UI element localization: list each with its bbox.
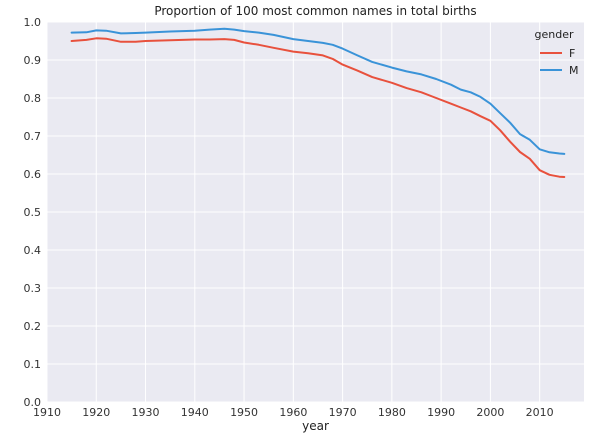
x-tick-label: 1990 (427, 406, 455, 419)
x-tick-label: 1950 (230, 406, 258, 419)
x-tick-label: 1930 (132, 406, 160, 419)
y-tick-label: 0.2 (24, 320, 42, 333)
y-tick-label: 0.4 (24, 244, 42, 257)
x-tick-labels: 1910 1920 1930 1940 1950 1960 1970 1980 1990 2000… (33, 406, 554, 419)
y-tick-label: 0.5 (24, 206, 42, 219)
x-tick-label: 1910 (33, 406, 61, 419)
series-line-f (70, 37, 566, 178)
series-line-m (70, 27, 566, 155)
y-tick-label: 0.7 (24, 130, 42, 143)
legend: gender FM (535, 28, 579, 77)
x-tick-label: 2000 (476, 406, 504, 419)
y-tick-labels: 0.0 0.1 0.2 0.3 0.4 0.5 0.6 0.7 0.8 0.9 1.0 (24, 16, 42, 409)
chart-title: Proportion of 100 most common names in t… (154, 4, 476, 18)
x-tick-label: 1970 (329, 406, 357, 419)
y-tick-label: 0.0 (24, 396, 42, 409)
x-tick-label: 1940 (181, 406, 209, 419)
y-tick-label: 0.8 (24, 92, 42, 105)
y-tick-label: 1.0 (24, 16, 42, 29)
legend-label-f: F (569, 47, 575, 60)
y-tick-label: 0.3 (24, 282, 42, 295)
legend-label-m: M (569, 64, 579, 77)
x-axis-title: year (302, 419, 329, 433)
y-tick-label: 0.9 (24, 54, 42, 67)
y-gridlines (47, 21, 584, 403)
series-layer (70, 27, 566, 178)
x-tick-label: 2010 (526, 406, 554, 419)
x-tick-label: 1980 (378, 406, 406, 419)
x-tick-label: 1960 (279, 406, 307, 419)
legend-title: gender (535, 28, 574, 41)
x-tick-label: 1920 (82, 406, 110, 419)
y-tick-label: 0.1 (24, 358, 42, 371)
x-gridlines (46, 22, 541, 402)
legend-items: FM (540, 47, 579, 77)
y-tick-label: 0.6 (24, 168, 42, 181)
